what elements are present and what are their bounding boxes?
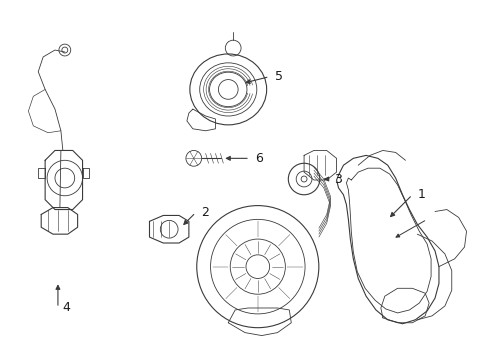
Text: 4: 4 xyxy=(63,301,71,315)
Text: 1: 1 xyxy=(417,188,425,201)
Text: 5: 5 xyxy=(274,70,283,83)
Text: 2: 2 xyxy=(201,206,209,219)
Text: 3: 3 xyxy=(334,172,342,185)
Text: 6: 6 xyxy=(255,152,263,165)
